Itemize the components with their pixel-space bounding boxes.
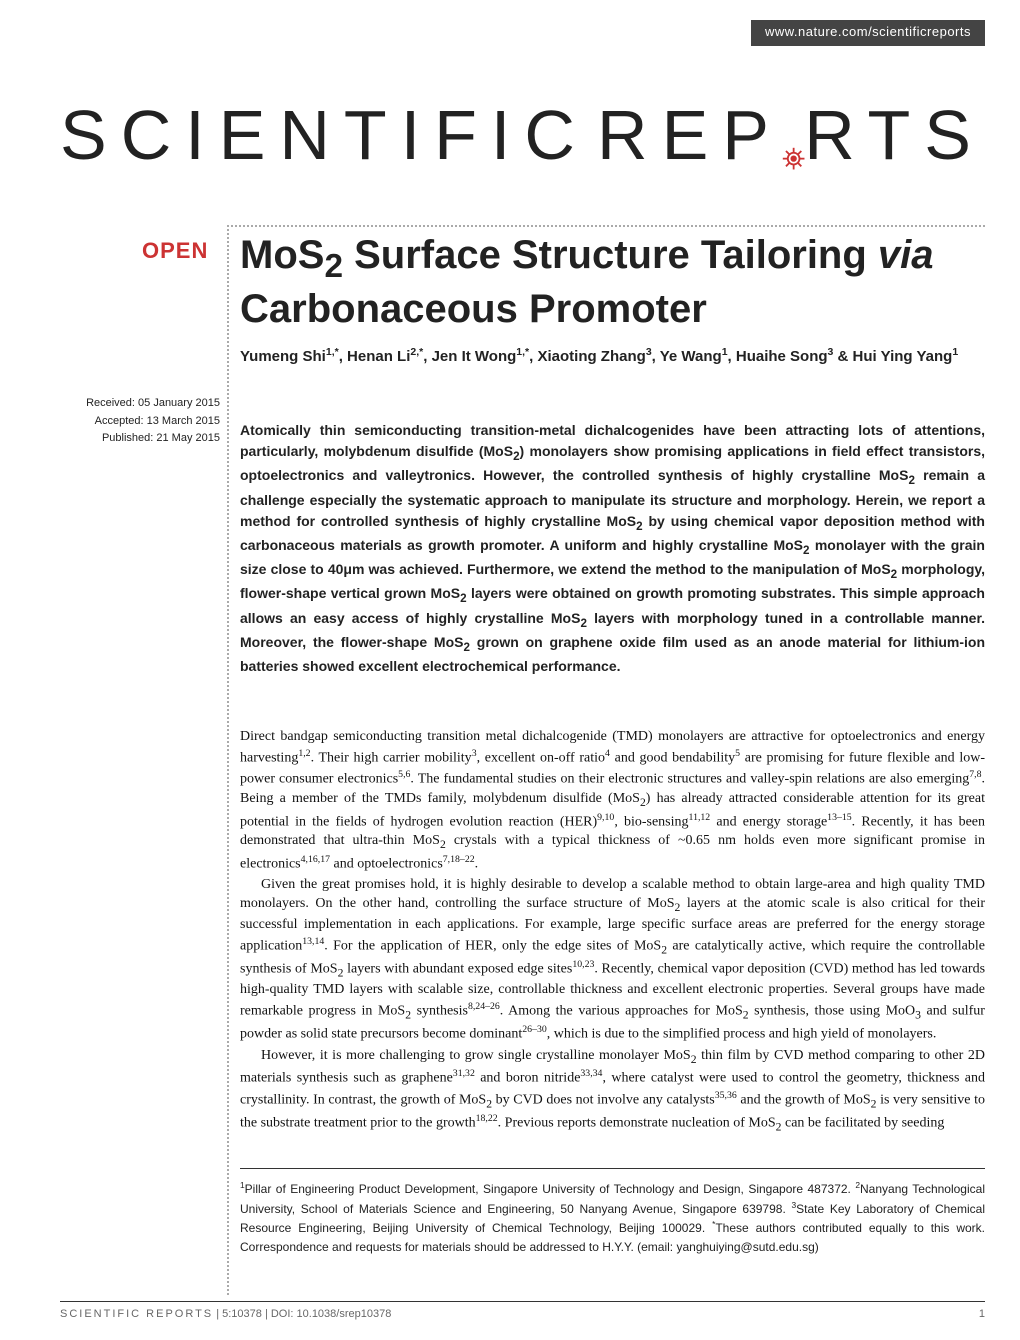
journal-logo: SCIENTIFIC REP RTS bbox=[60, 95, 985, 175]
logo-text-2: REP bbox=[597, 95, 783, 175]
logo-text-3: RTS bbox=[804, 95, 985, 175]
date-accepted: Accepted: 13 March 2015 bbox=[60, 413, 220, 431]
page-footer: SCIENTIFIC REPORTS | 5:10378 | DOI: 10.1… bbox=[60, 1301, 985, 1320]
body-paragraph: Direct bandgap semiconducting transition… bbox=[240, 728, 985, 874]
open-access-badge: OPEN bbox=[142, 238, 208, 264]
footer-page-number: 1 bbox=[979, 1308, 985, 1320]
affiliations: 1Pillar of Engineering Product Developme… bbox=[240, 1168, 985, 1256]
footer-citation: SCIENTIFIC REPORTS | 5:10378 | DOI: 10.1… bbox=[60, 1308, 391, 1320]
header-url: www.nature.com/scientificreports bbox=[765, 24, 971, 39]
body-paragraph: However, it is more challenging to grow … bbox=[240, 1047, 985, 1136]
header-url-bar: www.nature.com/scientificreports bbox=[751, 20, 985, 46]
date-received: Received: 05 January 2015 bbox=[60, 395, 220, 413]
abstract: Atomically thin semiconducting transitio… bbox=[240, 420, 985, 677]
article-title: MoS2 Surface Structure Tailoring via Car… bbox=[240, 232, 985, 332]
dotted-divider-top bbox=[227, 225, 985, 227]
gear-icon bbox=[781, 107, 806, 163]
logo-text-1: SCIENTIFIC bbox=[60, 95, 589, 175]
body-paragraph: Given the great promises hold, it is hig… bbox=[240, 876, 985, 1044]
body-text: Direct bandgap semiconducting transition… bbox=[240, 728, 985, 1137]
date-published: Published: 21 May 2015 bbox=[60, 430, 220, 448]
dotted-divider-vertical bbox=[227, 225, 229, 1295]
publication-dates: Received: 05 January 2015 Accepted: 13 M… bbox=[60, 395, 220, 448]
author-list: Yumeng Shi1,*, Henan Li2,*, Jen It Wong1… bbox=[240, 345, 985, 369]
